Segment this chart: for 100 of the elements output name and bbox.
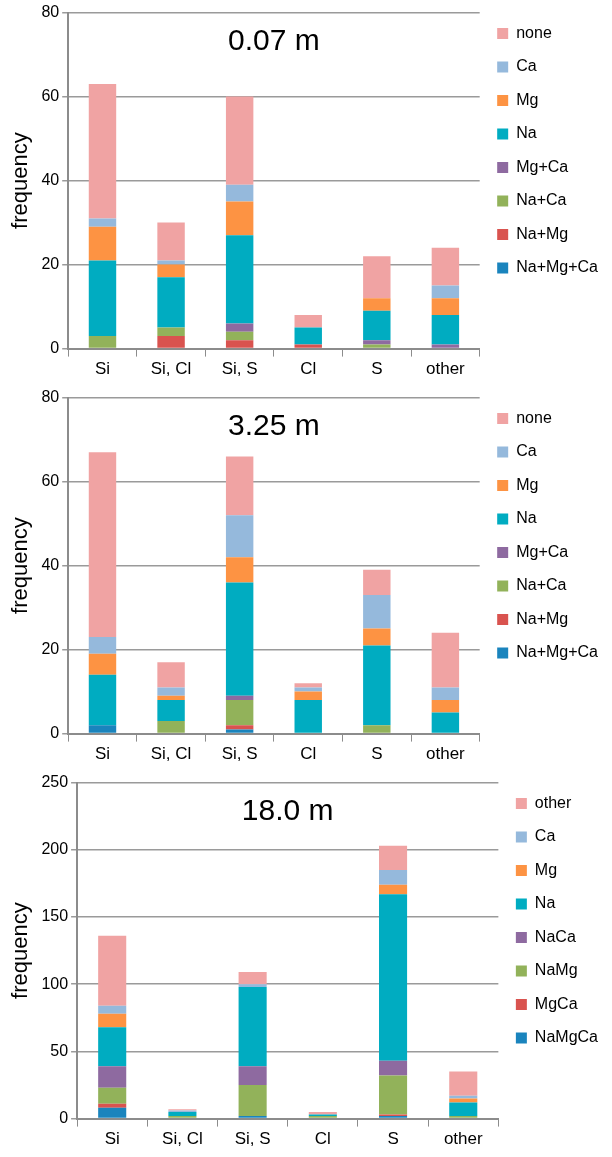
bar: [225, 184, 254, 202]
bar: [157, 336, 185, 348]
x-tick-label: Si, S: [234, 1129, 271, 1149]
bar: [363, 725, 391, 733]
bar: [225, 582, 254, 696]
bar: [238, 972, 267, 985]
bar: [363, 595, 391, 629]
bar: [157, 260, 185, 265]
bar: [238, 1085, 267, 1116]
bar: [168, 1111, 197, 1116]
legend-label: Na: [534, 894, 556, 912]
y-tick-label: 40: [41, 171, 60, 189]
bar: [294, 691, 322, 700]
bar: [157, 721, 185, 733]
bar: [98, 1103, 127, 1108]
x-tick-label: Si, S: [221, 359, 258, 379]
bar: [88, 218, 117, 227]
bar: [294, 344, 322, 348]
y-tick-label: 0: [50, 339, 60, 357]
bar: [88, 336, 117, 348]
legend-label: NaCa: [534, 927, 576, 945]
legend-label: Mg+Ca: [516, 157, 569, 175]
bar: [88, 637, 117, 654]
bar: [449, 1102, 478, 1116]
bar: [294, 315, 322, 328]
bar: [157, 277, 185, 328]
bar: [379, 1060, 408, 1076]
bar: [225, 96, 254, 185]
chart-title: 18.0 m: [241, 792, 334, 826]
y-tick-label: 80: [41, 3, 60, 21]
bar: [225, 201, 254, 236]
bar: [98, 1066, 127, 1088]
x-tick-label: other: [426, 744, 466, 764]
chart-title: 3.25 m: [228, 407, 320, 441]
bar: [379, 884, 408, 895]
x-tick-label: Si: [94, 744, 111, 764]
x-tick-label: S: [371, 359, 383, 379]
x-tick-label: other: [426, 359, 466, 379]
bar: [88, 452, 117, 637]
x-tick-label: Cl: [300, 744, 317, 764]
bar: [98, 1027, 127, 1067]
bar: [225, 515, 254, 558]
bar: [431, 247, 460, 286]
bar: [88, 674, 117, 726]
bar: [294, 327, 322, 345]
bar: [431, 632, 460, 688]
x-tick-label: Si: [104, 1129, 120, 1149]
bar: [294, 683, 322, 688]
legend-label: Ca: [516, 442, 537, 460]
bar: [225, 695, 254, 700]
bar: [225, 557, 254, 583]
y-tick-label: 40: [41, 556, 60, 574]
bar: [363, 340, 391, 345]
y-tick-label: 200: [41, 840, 69, 858]
bar: [431, 298, 460, 315]
bar: [88, 260, 117, 336]
bar: [363, 310, 391, 341]
bar: [225, 235, 254, 324]
y-tick-label: 0: [59, 1109, 69, 1127]
bar: [225, 340, 254, 348]
x-tick-label: Cl: [314, 1129, 331, 1149]
x-tick-label: S: [387, 1129, 399, 1149]
y-axis-title: frequency: [7, 902, 33, 999]
y-tick-label: 20: [41, 640, 60, 658]
legend-label: Na+Mg+Ca: [516, 258, 599, 276]
legend-label: Na+Mg: [516, 224, 569, 242]
y-tick-label: 60: [41, 87, 60, 105]
bar: [225, 725, 254, 730]
bar: [363, 256, 391, 299]
bar: [157, 695, 185, 700]
legend-label: Na+Ca: [516, 191, 567, 209]
legend-label: NaMg: [534, 961, 578, 979]
x-tick-label: Si, Cl: [150, 744, 192, 764]
bar: [431, 315, 460, 345]
bar: [225, 456, 254, 516]
chart-title: 0.07 m: [228, 22, 320, 56]
bar: [294, 687, 322, 692]
bar: [225, 729, 254, 733]
bar: [157, 662, 185, 688]
bar: [157, 327, 185, 336]
bar: [225, 331, 254, 341]
bar: [98, 1087, 127, 1104]
x-tick-label: Si, Cl: [150, 359, 192, 379]
bar: [363, 298, 391, 311]
legend-label: Ca: [534, 827, 556, 845]
bar: [449, 1098, 478, 1103]
bar: [379, 845, 408, 870]
y-tick-label: 80: [41, 388, 60, 406]
y-tick-label: 0: [50, 724, 60, 742]
bar: [294, 700, 322, 733]
y-tick-label: 20: [41, 255, 60, 273]
bar: [157, 222, 185, 261]
x-tick-label: S: [371, 744, 383, 764]
bar: [379, 1075, 408, 1115]
legend-label: MgCa: [534, 994, 578, 1012]
bar: [363, 645, 391, 726]
y-axis-title: frequency: [7, 132, 33, 229]
bar: [431, 344, 460, 348]
bar: [431, 700, 460, 713]
bar: [379, 869, 408, 885]
